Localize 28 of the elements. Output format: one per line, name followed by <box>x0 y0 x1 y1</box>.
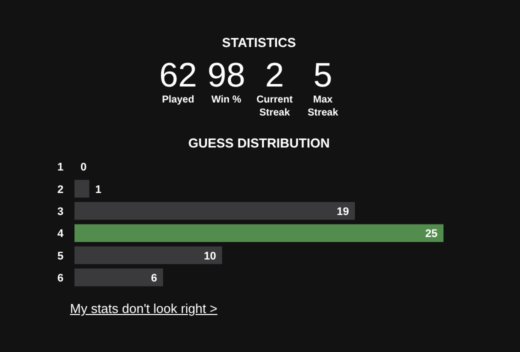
chart-title: GUESS DISTRIBUTION <box>188 136 330 150</box>
bar <box>74 180 90 198</box>
y-tick-label: 1 <box>57 162 64 174</box>
y-tick-label: 2 <box>57 184 64 196</box>
y-tick-label: 5 <box>57 250 64 262</box>
data-label: 10 <box>204 250 216 262</box>
bar <box>74 246 222 264</box>
data-label: 6 <box>150 272 158 284</box>
data-label: 19 <box>336 206 349 218</box>
data-label: 2 <box>265 56 284 94</box>
category-label: Win % <box>211 94 242 106</box>
data-label: 5 <box>313 56 332 94</box>
bar <box>74 268 164 286</box>
y-tick-label: 4 <box>57 228 64 240</box>
category-label: Current Streak <box>256 94 294 119</box>
data-label: 62 <box>159 56 198 94</box>
y-tick-label: 3 <box>57 206 64 218</box>
bar <box>74 202 355 220</box>
data-label: 0 <box>80 162 87 174</box>
data-label: 1 <box>95 184 102 196</box>
data-label: 25 <box>425 228 438 240</box>
category-label: Played <box>162 94 194 106</box>
bar <box>74 224 444 242</box>
text: My stats don't look right > <box>69 300 218 318</box>
category-label: Max Streak <box>308 94 339 119</box>
data-label: 98 <box>207 56 246 94</box>
text: STATISTICS <box>222 35 296 50</box>
y-tick-label: 6 <box>57 272 64 284</box>
